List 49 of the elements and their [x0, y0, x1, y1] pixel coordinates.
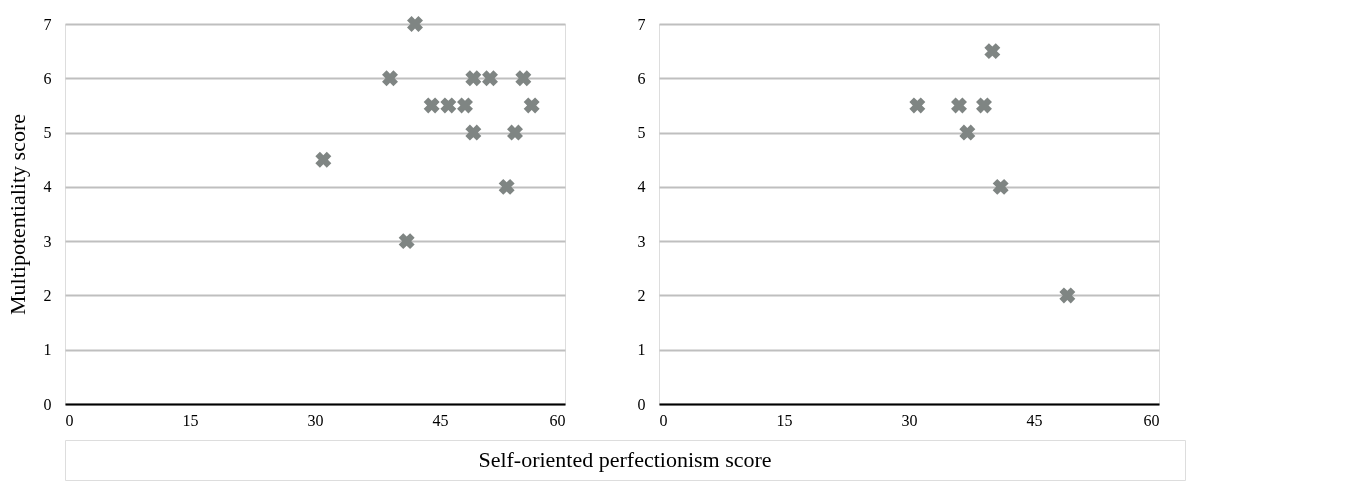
x-tick-label: 45: [432, 411, 449, 429]
point: [465, 124, 482, 141]
point: [465, 70, 482, 87]
point: [440, 97, 457, 114]
point: [951, 97, 967, 114]
x-tick-label: 15: [776, 411, 793, 429]
y-axis-title: Multipotentiality score: [4, 113, 30, 316]
point: [1059, 287, 1076, 304]
x-tick-label: 60: [1143, 411, 1160, 429]
x-tick-label: 15: [182, 411, 199, 429]
y-tick-label: 7: [43, 15, 52, 33]
point: [382, 70, 398, 87]
point: [507, 124, 523, 141]
y-tick-label: 3: [43, 232, 52, 250]
x-tick-label: 0: [65, 411, 74, 429]
x-tick-label: 30: [307, 411, 324, 429]
point: [515, 70, 532, 87]
point: [959, 124, 976, 141]
x-tick-label: 60: [549, 411, 566, 429]
point: [984, 43, 1001, 60]
point: [498, 178, 515, 195]
x-tick-label: 45: [1026, 411, 1043, 429]
x-axis-title: Self-oriented perfectionism score: [478, 447, 772, 472]
point: [423, 97, 440, 114]
point: [992, 178, 1009, 195]
y-tick-label: 5: [43, 124, 52, 142]
x-tick-label: 0: [659, 411, 668, 429]
point: [315, 151, 332, 168]
y-tick-label: 4: [637, 178, 646, 196]
point: [482, 70, 498, 87]
y-tick-label: 7: [637, 15, 646, 33]
point: [398, 233, 415, 250]
point: [976, 97, 992, 114]
y-tick-label: 5: [637, 124, 646, 142]
y-tick-label: 0: [637, 395, 646, 413]
point: [407, 16, 423, 32]
point: [457, 97, 473, 114]
y-tick-label: 0: [43, 395, 52, 413]
y-tick-label: 1: [43, 341, 52, 359]
y-tick-label: 3: [637, 232, 646, 250]
x-tick-label: 30: [901, 411, 918, 429]
y-tick-label: 2: [43, 286, 52, 304]
y-tick-label: 4: [43, 178, 52, 196]
y-tick-label: 6: [43, 69, 52, 87]
y-tick-label: 2: [637, 286, 646, 304]
point: [909, 97, 926, 114]
y-tick-label: 1: [637, 341, 646, 359]
point: [523, 97, 540, 114]
y-tick-label: 6: [637, 69, 646, 87]
